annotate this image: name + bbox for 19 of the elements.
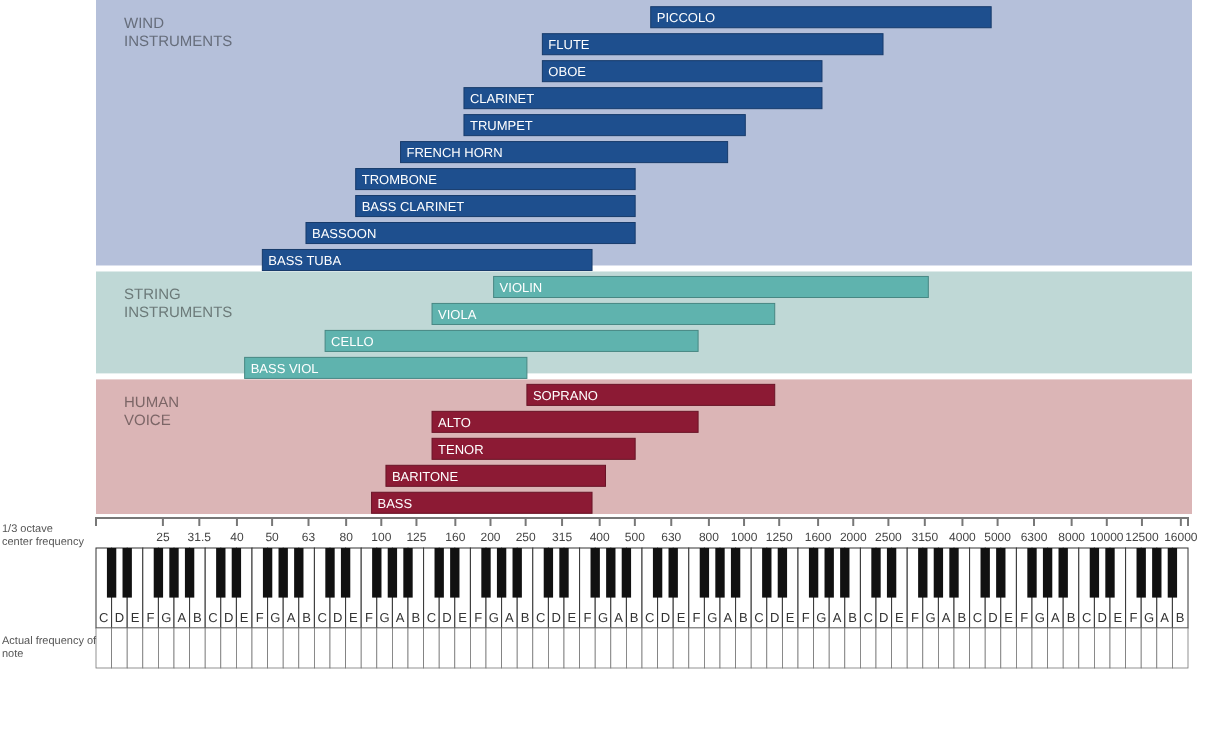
bar [650,6,992,29]
bar [261,248,593,272]
bar [463,87,823,110]
bar [324,329,699,352]
bar [371,491,593,514]
bar [355,195,636,218]
bar [431,302,776,325]
bar [244,356,528,379]
bar [355,168,636,191]
bar [541,33,884,56]
bar [463,114,746,137]
bar [400,141,729,164]
bar [526,383,776,406]
bar [385,464,606,487]
bar [431,410,699,433]
bar [431,437,636,460]
bar [493,275,929,298]
bar [541,60,823,83]
bar [305,222,636,245]
